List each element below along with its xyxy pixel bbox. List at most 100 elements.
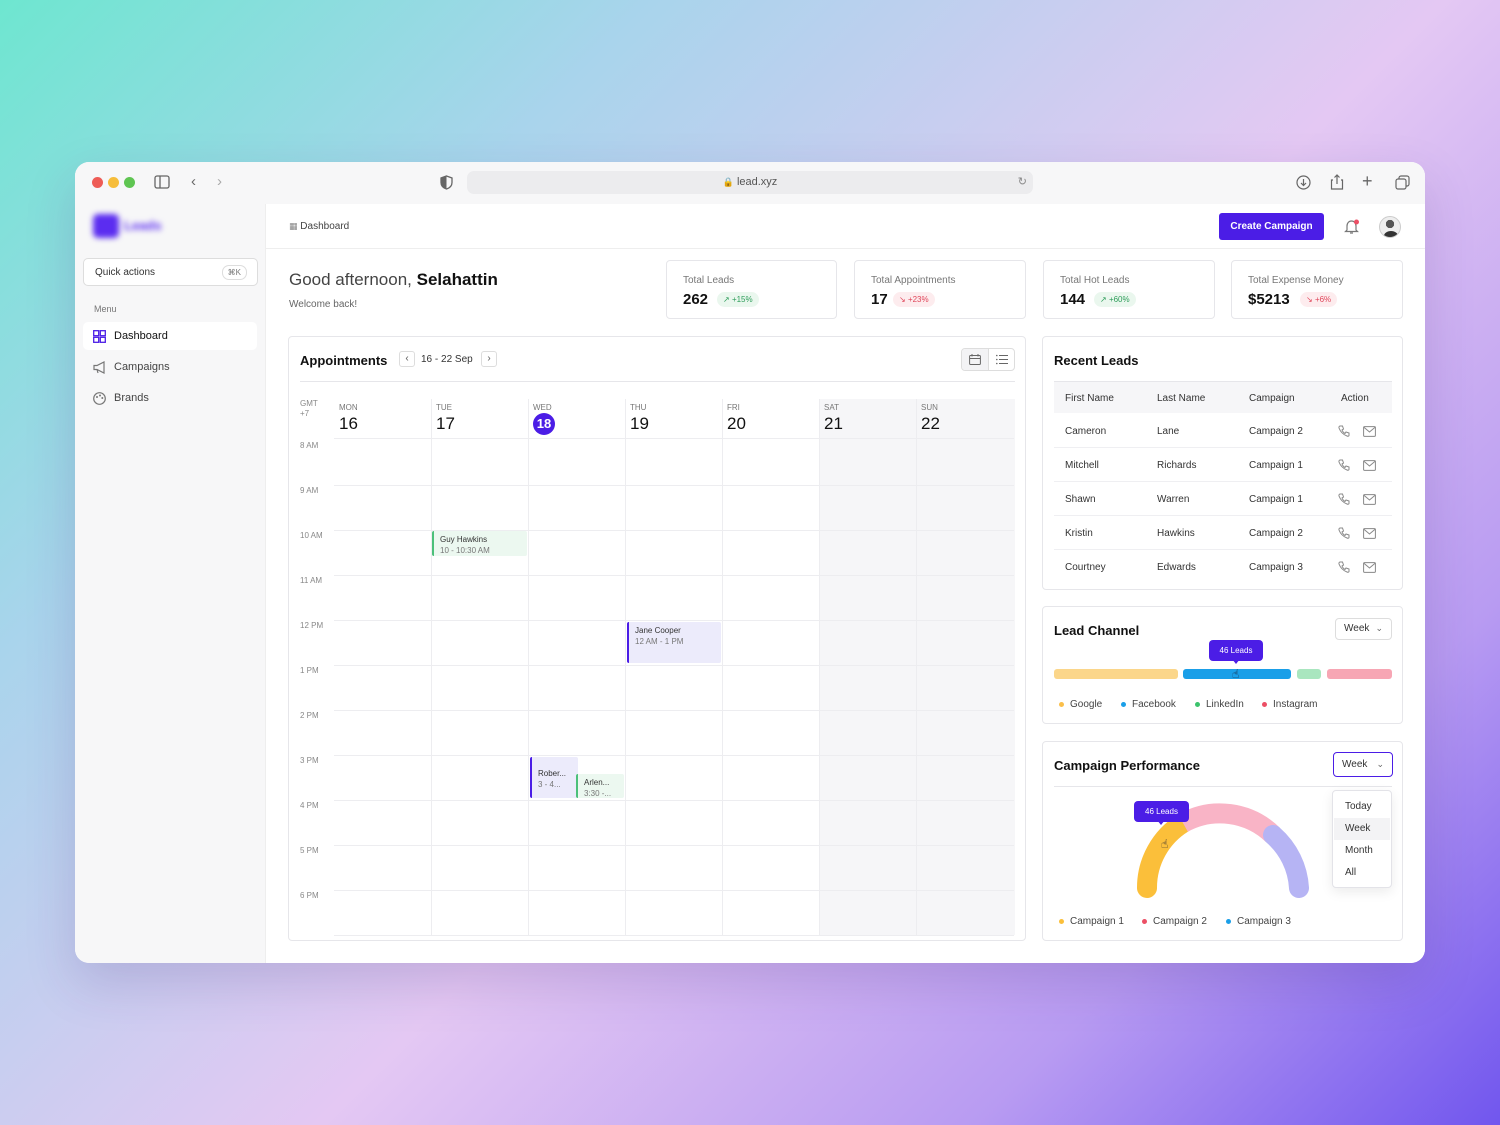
main-content: ▦ Dashboard Create Campaign Good afterno…	[266, 204, 1425, 963]
event-robert[interactable]: Rober... 3 - 4...	[530, 757, 578, 798]
notification-bell-icon[interactable]	[1344, 219, 1360, 235]
table-row[interactable]	[1054, 516, 1392, 550]
appointments-title: Appointments	[300, 353, 388, 368]
phone-icon[interactable]	[1338, 425, 1350, 437]
hour-label: 4 PM	[300, 801, 319, 810]
hour-divider	[334, 845, 1014, 846]
calendar-view-button[interactable]	[962, 349, 989, 370]
stat-change: +60%	[1108, 295, 1130, 304]
campaign-3-arc[interactable]	[1263, 825, 1309, 898]
avatar[interactable]	[1379, 216, 1401, 238]
stat-card-total-hot-leads: Total Hot Leads 144 ↗ +60%	[1043, 260, 1215, 319]
table-row[interactable]	[1054, 482, 1392, 516]
column-divider	[819, 399, 820, 935]
reload-icon[interactable]: ↻	[1017, 176, 1027, 188]
campaign-1-arc[interactable]	[1136, 813, 1193, 898]
column-header: First Name	[1065, 393, 1114, 404]
phone-icon[interactable]	[1338, 459, 1350, 471]
phone-icon[interactable]	[1338, 493, 1350, 505]
day-name: FRI	[727, 403, 740, 412]
trend-up-badge: ↗ +15%	[717, 292, 759, 307]
campaign-tooltip: 46 Leads	[1134, 801, 1189, 825]
day-name: MON	[339, 403, 358, 412]
maximize-window-dot[interactable]	[124, 177, 135, 188]
table-row[interactable]	[1054, 448, 1392, 482]
campaign-2-arc[interactable]	[1178, 803, 1280, 843]
legend-label: Facebook	[1132, 699, 1176, 710]
hour-divider	[334, 620, 1014, 621]
next-week-button[interactable]: ›	[481, 351, 497, 367]
address-bar[interactable]: 🔒 lead.xyz ↻	[467, 171, 1033, 194]
day-number[interactable]: 22	[921, 414, 940, 433]
prev-week-button[interactable]: ‹	[399, 351, 415, 367]
column-divider	[722, 399, 723, 935]
column-divider	[431, 399, 432, 935]
share-icon[interactable]	[1330, 174, 1344, 190]
brand-logo[interactable]: Leads	[93, 214, 162, 238]
arrow-up-icon: ↗	[723, 295, 730, 304]
privacy-shield-icon[interactable]	[440, 175, 453, 190]
linkedin-bar-segment[interactable]	[1297, 669, 1321, 679]
sidebar-toggle-icon[interactable]	[154, 175, 170, 189]
lead-channel-period-select[interactable]: Week ⌄	[1335, 618, 1392, 640]
event-arlene[interactable]: Arlen... 3:30 -...	[576, 774, 624, 798]
mail-icon[interactable]	[1363, 528, 1376, 539]
create-campaign-button[interactable]: Create Campaign	[1219, 213, 1324, 240]
mail-icon[interactable]	[1363, 460, 1376, 471]
event-guy-hawkins[interactable]: Guy Hawkins 10 - 10:30 AM	[432, 531, 527, 556]
dropdown-option-all[interactable]: All	[1345, 867, 1357, 878]
mail-icon[interactable]	[1363, 494, 1376, 505]
day-number[interactable]: 18	[533, 413, 555, 435]
column-header: Last Name	[1157, 393, 1206, 404]
lead-channel-title: Lead Channel	[1054, 623, 1140, 638]
day-number[interactable]: 17	[436, 414, 455, 433]
new-tab-icon[interactable]: +	[1362, 171, 1373, 191]
day-number[interactable]: 20	[727, 414, 746, 433]
quick-actions-button[interactable]: Quick actions ⌘K	[83, 258, 258, 286]
table-cell: Campaign 2	[1249, 528, 1303, 539]
event-time: 3:30 -...	[584, 789, 612, 798]
recent-leads-card: Recent Leads First Name Last Name Campai…	[1042, 336, 1403, 590]
mail-icon[interactable]	[1363, 426, 1376, 437]
sidebar-item-dashboard[interactable]: Dashboard	[83, 322, 257, 350]
stat-change: +23%	[907, 295, 929, 304]
campaign-period-select[interactable]: Week ⌄	[1333, 752, 1393, 777]
arrow-down-icon: ↘	[1306, 295, 1313, 304]
facebook-bar-segment[interactable]	[1183, 669, 1291, 679]
greeting: Good afternoon, Selahattin	[289, 270, 498, 290]
forward-icon[interactable]: ›	[217, 173, 222, 190]
dropdown-option-week[interactable]: Week	[1334, 818, 1390, 840]
minimize-window-dot[interactable]	[108, 177, 119, 188]
day-number[interactable]: 19	[630, 414, 649, 433]
tooltip-text: 46 Leads	[1219, 646, 1253, 655]
legend-campaign-2: Campaign 2	[1142, 916, 1207, 927]
timezone-label: GMT +7	[300, 399, 318, 418]
stat-value: 144	[1060, 291, 1086, 308]
breadcrumb[interactable]: ▦ Dashboard	[289, 221, 349, 232]
sidebar-item-brands[interactable]: Brands	[83, 384, 257, 412]
hour-label: 5 PM	[300, 846, 319, 855]
sidebar-item-campaigns[interactable]: Campaigns	[83, 353, 257, 381]
google-bar-segment[interactable]	[1054, 669, 1178, 679]
list-view-button[interactable]	[989, 349, 1014, 370]
download-icon[interactable]	[1296, 175, 1311, 190]
dropdown-option-today[interactable]: Today	[1345, 801, 1372, 812]
grid-icon	[93, 330, 106, 343]
close-window-dot[interactable]	[92, 177, 103, 188]
instagram-bar-segment[interactable]	[1327, 669, 1392, 679]
phone-icon[interactable]	[1338, 527, 1350, 539]
event-jane-cooper[interactable]: Jane Cooper 12 AM - 1 PM	[627, 622, 721, 663]
day-number[interactable]: 16	[339, 414, 358, 433]
day-number[interactable]: 21	[824, 414, 843, 433]
back-icon[interactable]: ‹	[191, 173, 196, 190]
mail-icon[interactable]	[1363, 562, 1376, 573]
dropdown-option-month[interactable]: Month	[1345, 845, 1373, 856]
calendar-icon	[969, 354, 981, 365]
selected-period: Week	[1342, 759, 1368, 770]
sidebar: Leads Quick actions ⌘K Menu Dashboard Ca…	[75, 204, 266, 963]
table-row[interactable]	[1054, 414, 1392, 448]
tabs-overview-icon[interactable]	[1395, 175, 1410, 190]
hour-divider	[334, 755, 1014, 756]
phone-icon[interactable]	[1338, 561, 1350, 573]
table-cell: Hawkins	[1157, 528, 1195, 539]
